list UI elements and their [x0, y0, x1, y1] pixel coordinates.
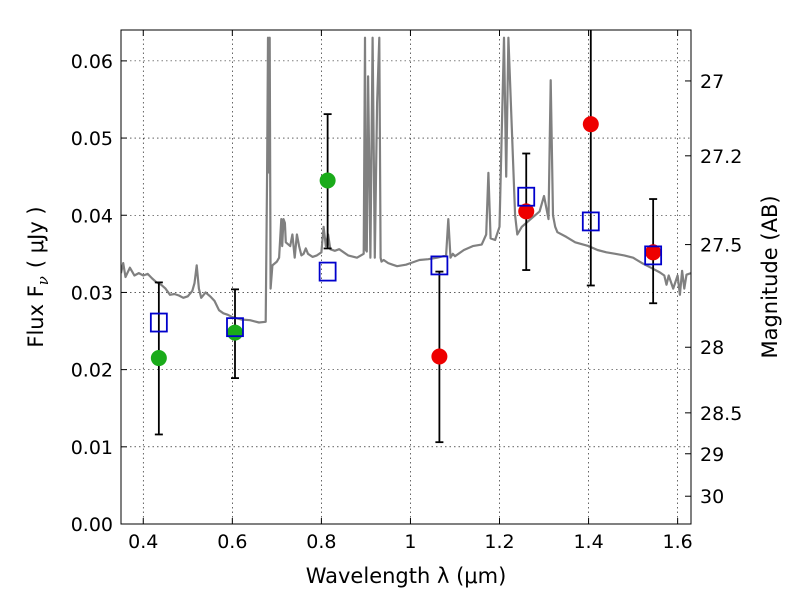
x-tick-label: 1.2 — [484, 531, 514, 553]
model-box — [226, 317, 244, 338]
y-axis-left-label-unit: ( μJy ) — [24, 206, 48, 268]
y-axis-left-label: Flux Fν ( μJy ) — [24, 206, 52, 347]
model-box — [644, 245, 663, 266]
data-point-red — [518, 203, 535, 220]
x-tick-label: 1.4 — [573, 531, 603, 553]
model-box — [318, 261, 337, 282]
y-axis-left-label-main: Flux F — [24, 285, 48, 347]
y-right-tick-label: 28.5 — [700, 403, 742, 425]
model-box — [517, 186, 536, 207]
y-tick-label: 0.02 — [71, 360, 113, 382]
x-tick-label: 1.6 — [663, 531, 693, 553]
y-tick-label: 0.00 — [71, 514, 113, 536]
y-axis-left-label-sub: ν — [34, 276, 52, 285]
x-axis-label: Wavelength λ (μm) — [306, 564, 507, 588]
data-point-red — [431, 348, 448, 365]
marker-layer — [149, 116, 663, 367]
spectrum-layer — [121, 36, 691, 324]
y-tick-label: 0.01 — [71, 437, 113, 459]
y-right-tick-label: 28 — [700, 337, 724, 359]
model-box — [149, 312, 168, 333]
x-tick-label: 0.6 — [217, 531, 247, 553]
spectrum-line — [121, 36, 691, 324]
ticks: 0.4 0.6 0.8 1 1.2 1.4 1.6 0.00 0.01 0.02 0.03 0.04 0… — [71, 30, 742, 553]
x-tick-label: 0.4 — [128, 531, 158, 553]
grid — [121, 30, 691, 524]
svg-text:Flux Fν( μJy ): Flux Fν ( μJy ) — [24, 206, 52, 347]
y-axis-right-label: Magnitude (AB) — [758, 195, 782, 358]
data-point-red — [645, 244, 662, 261]
x-tick-label: 1 — [404, 531, 416, 553]
data-point-green — [227, 324, 243, 341]
y-tick-label: 0.03 — [71, 282, 113, 304]
y-right-tick-label: 30 — [700, 486, 724, 508]
y-right-tick-label: 27.5 — [700, 235, 742, 257]
data-point-green — [150, 350, 167, 367]
x-tick-label: 0.8 — [306, 531, 336, 553]
y-tick-label: 0.06 — [71, 51, 113, 73]
y-right-tick-label: 27.2 — [700, 146, 742, 168]
y-right-tick-label: 27 — [700, 71, 724, 93]
y-tick-label: 0.05 — [71, 128, 113, 150]
data-point-green — [319, 172, 336, 189]
data-point-red — [582, 116, 599, 133]
y-right-tick-label: 29 — [700, 444, 724, 466]
model-box — [581, 211, 600, 232]
y-tick-label: 0.04 — [71, 205, 113, 227]
model-box — [430, 255, 449, 276]
plot-frame — [120, 29, 692, 525]
